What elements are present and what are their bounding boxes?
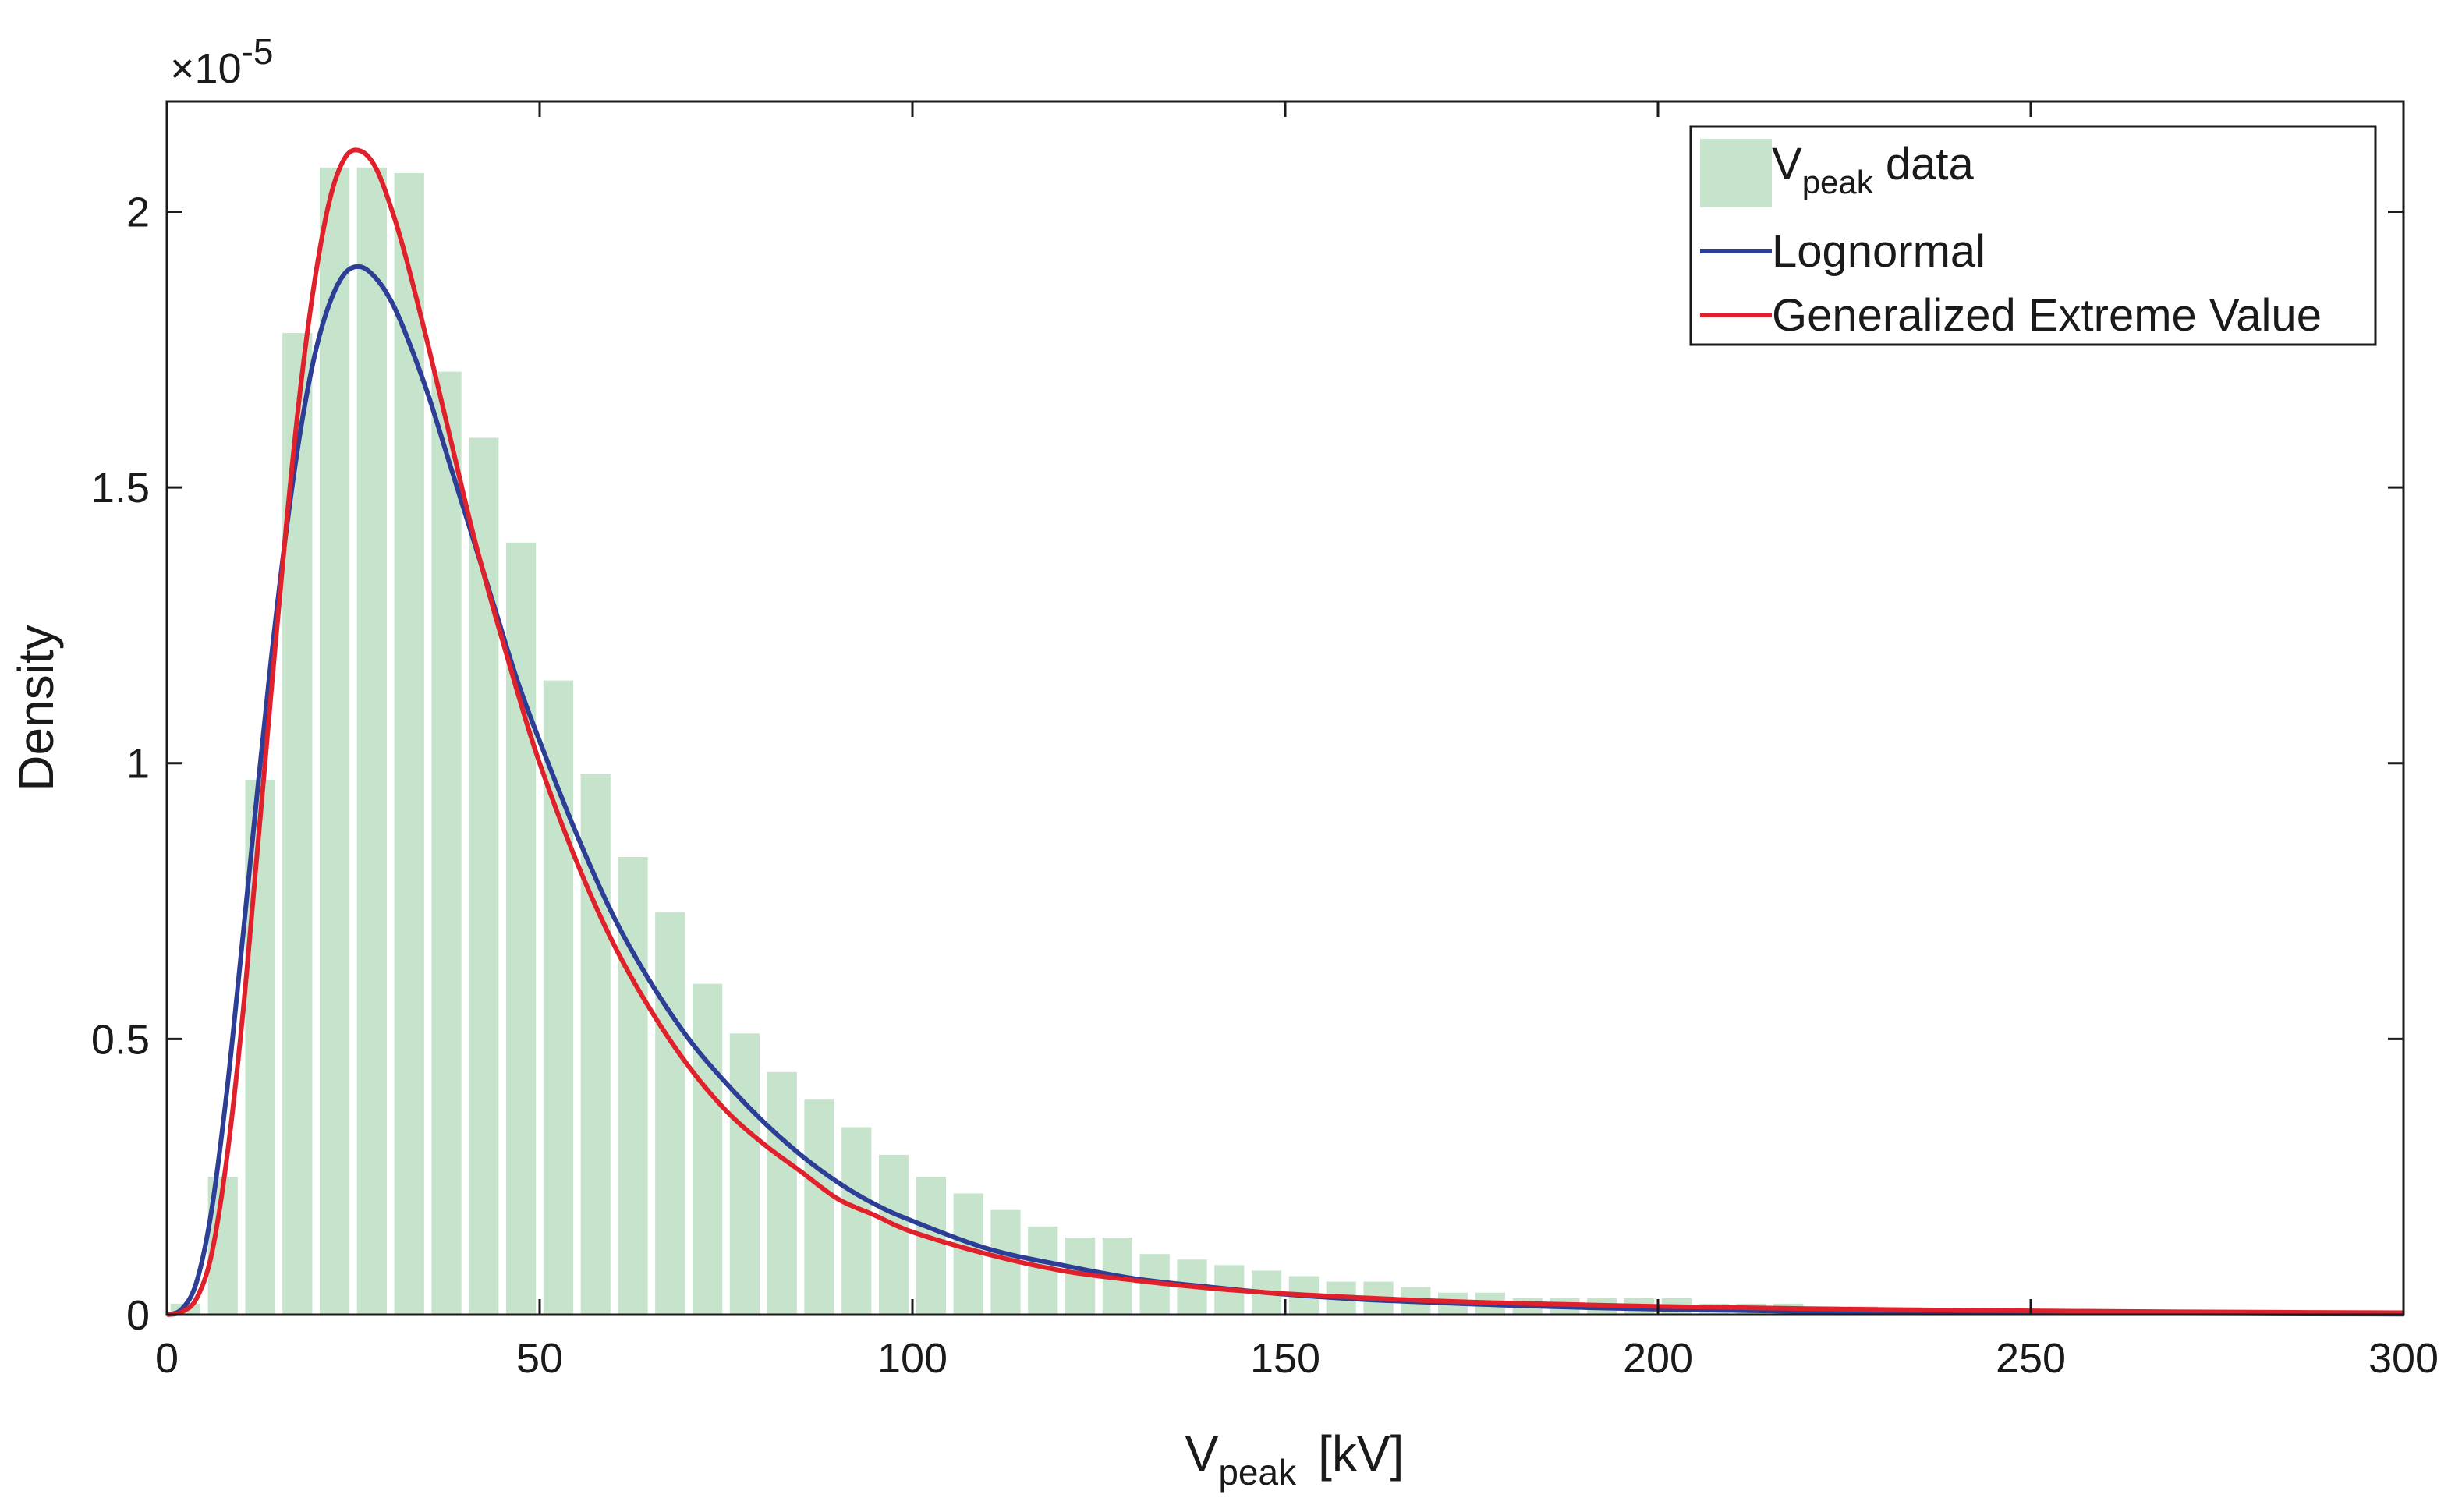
x-tick-label: 50	[516, 1335, 563, 1382]
y-tick-label: 1	[126, 741, 150, 788]
x-axis-label-unit: [kV]	[1318, 1425, 1404, 1482]
histogram-bar	[655, 912, 685, 1315]
curve-lognormal	[165, 264, 2404, 1317]
histogram-bar	[729, 1033, 760, 1315]
y-tick-label: 1.5	[91, 465, 150, 512]
histogram-bar	[282, 333, 313, 1315]
histogram-bar	[692, 983, 723, 1315]
y-exponent-base: ×10	[170, 45, 242, 92]
legend-entry-histogram: Vpeak data	[1772, 139, 1975, 200]
x-tick-label: 150	[1250, 1335, 1320, 1382]
legend-swatch-histogram	[1700, 139, 1772, 207]
histogram-bar	[804, 1099, 834, 1315]
y-tick-label: 2	[126, 189, 150, 235]
x-axis-label-main: V	[1185, 1425, 1219, 1482]
histogram-bar	[431, 371, 462, 1315]
y-exponent-power: -5	[242, 31, 274, 72]
x-tick-label: 250	[1996, 1335, 2066, 1382]
x-tick-label: 0	[155, 1335, 179, 1382]
histogram-bar	[618, 856, 648, 1315]
y-tick-label: 0	[126, 1292, 150, 1339]
histogram-bar	[916, 1177, 947, 1315]
y-axis-label: Density	[8, 625, 64, 791]
legend-entry-histogram-rest: data	[1873, 139, 1975, 189]
x-tick-label: 100	[877, 1335, 948, 1382]
fit-curves	[165, 147, 2404, 1317]
curve-generalized-extreme-value	[166, 147, 2404, 1317]
histogram-bar	[841, 1127, 872, 1315]
histogram-bar	[469, 437, 499, 1315]
legend-entry-gev: Generalized Extreme Value	[1772, 290, 2322, 341]
histogram-bar	[580, 774, 611, 1315]
histogram-bars	[170, 167, 2400, 1315]
histogram-bar	[878, 1154, 909, 1315]
legend-entry-lognormal: Lognormal	[1772, 226, 1986, 277]
legend: Vpeak data Lognormal Generalized Extreme…	[1689, 125, 2377, 346]
x-axis-label: Vpeak [kV]	[1185, 1425, 1405, 1493]
x-axis-label-sub: peak	[1218, 1452, 1297, 1493]
y-exponent-label: ×10-5	[170, 31, 274, 92]
legend-box	[1689, 125, 2377, 346]
histogram-bar	[543, 680, 574, 1315]
x-tick-label: 300	[2368, 1335, 2439, 1382]
legend-entry-histogram-sub: peak	[1802, 164, 1874, 200]
histogram-bar	[356, 167, 388, 1315]
axis-ticks: 0 50 100 150 200 250 300 0 0.5 1 1.5 2	[91, 101, 2439, 1382]
y-tick-label: 0.5	[91, 1016, 150, 1063]
legend-entry-histogram-main: V	[1772, 139, 1802, 189]
x-tick-label: 200	[1623, 1335, 1693, 1382]
histogram-bar	[319, 167, 350, 1315]
histogram-bar	[767, 1071, 797, 1315]
